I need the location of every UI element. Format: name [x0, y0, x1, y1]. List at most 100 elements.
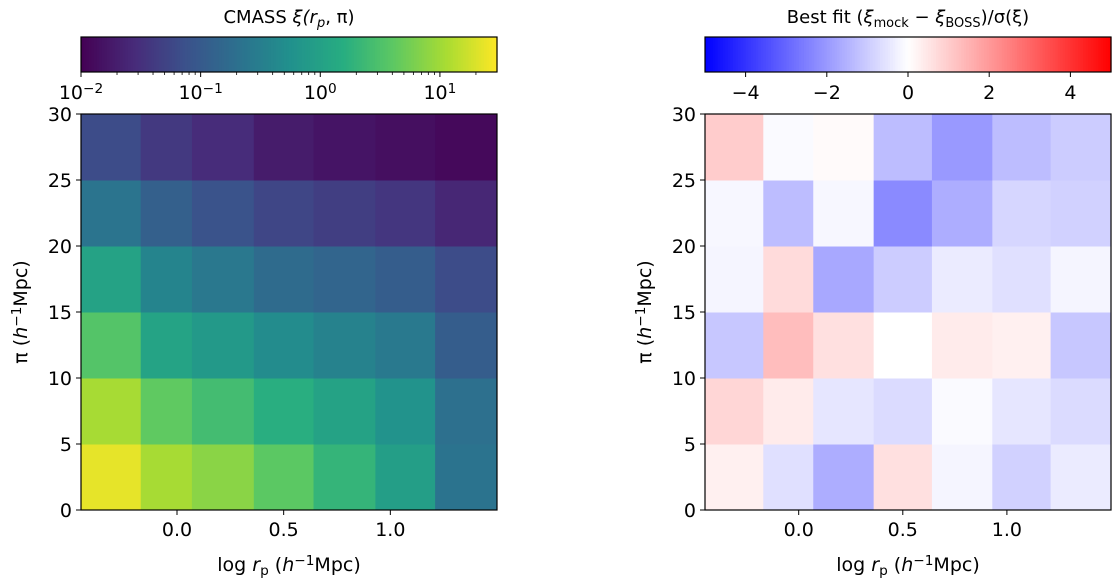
y-tick-label: 15 — [48, 302, 72, 324]
colorbar-segment — [317, 37, 321, 72]
heatmap-cell — [313, 114, 376, 181]
colorbar-segment — [114, 37, 118, 72]
colorbar-segment — [897, 37, 901, 72]
colorbar-segment — [348, 37, 352, 72]
colorbar-segment — [81, 37, 85, 72]
colorbar-segment — [1037, 37, 1041, 72]
colorbar-segment — [452, 37, 456, 72]
colorbar-segment — [748, 37, 752, 72]
y-tick-label: 5 — [684, 434, 696, 456]
colorbar-segment — [130, 37, 134, 72]
colorbar-segment — [380, 37, 384, 72]
colorbar-segment — [989, 37, 993, 72]
colorbar-segment — [768, 37, 772, 72]
colorbar-segment — [854, 37, 858, 72]
colorbar-segment — [411, 37, 415, 72]
colorbar-segment — [958, 37, 962, 72]
colorbar-segment — [367, 37, 371, 72]
colorbar-segment — [1100, 37, 1104, 72]
colorbar-segment — [1034, 37, 1039, 72]
colorbar-segment — [743, 37, 747, 72]
heatmap-cell — [1050, 444, 1112, 511]
heatmap-cell — [873, 312, 933, 379]
colorbar-segment — [356, 37, 360, 72]
colorbar-segment — [408, 37, 412, 72]
x-tick-label: 1.0 — [992, 519, 1022, 541]
colorbar-segment — [948, 37, 952, 72]
heatmap-cell — [313, 180, 376, 247]
heatmap-cell — [140, 246, 193, 313]
heatmap-cell — [191, 444, 255, 511]
colorbar-segment — [986, 37, 990, 72]
colorbar-segment — [390, 37, 394, 72]
y-axis-label: π (h−1Mpc) — [9, 260, 32, 363]
heatmap-cell — [140, 312, 193, 379]
heatmap-cell — [1050, 378, 1112, 445]
colorbar-segment — [816, 37, 820, 72]
colorbar-segment — [842, 37, 846, 72]
colorbar-segment — [439, 37, 443, 72]
colorbar-segment — [902, 37, 907, 72]
colorbar-tick-label: 2 — [983, 82, 995, 104]
colorbar-segment — [239, 37, 243, 72]
heatmap-cell — [813, 378, 875, 445]
heatmap-cell — [313, 246, 376, 313]
colorbar-segment — [330, 37, 334, 72]
chart-title: CMASS ξ(rp, π) — [223, 7, 354, 31]
heatmap-cell — [931, 246, 993, 313]
heatmap-cell — [813, 180, 875, 247]
colorbar-segment — [159, 37, 163, 72]
colorbar-segment — [291, 37, 295, 72]
colorbar-segment — [836, 37, 841, 72]
colorbar-segment — [211, 37, 215, 72]
colorbar-segment — [824, 37, 828, 72]
colorbar-segment — [244, 37, 248, 72]
colorbar-segment — [185, 37, 189, 72]
y-tick-label: 25 — [48, 170, 72, 192]
heatmap-cell — [81, 378, 142, 445]
heatmap-cell — [813, 114, 875, 181]
colorbar: −4 −2 0 2 4 — [704, 36, 1112, 104]
x-axis-label: log rp (h−1Mpc) — [836, 553, 979, 579]
colorbar-segment — [778, 37, 782, 72]
colorbar-segment — [849, 37, 853, 72]
colorbar-segment — [161, 37, 165, 72]
colorbar-segment — [270, 37, 274, 72]
colorbar-segment — [385, 37, 389, 72]
colorbar-segment — [745, 37, 749, 72]
heatmap-cell — [81, 180, 142, 247]
colorbar-segment — [910, 37, 914, 72]
colorbar-segment — [450, 37, 454, 72]
colorbar-segment — [1017, 37, 1021, 72]
colorbar-segment — [951, 37, 955, 72]
colorbar-segment — [763, 37, 767, 72]
colorbar-segment — [1014, 37, 1018, 72]
colorbar-segment — [335, 37, 339, 72]
colorbar-segment — [920, 37, 924, 72]
heatmap-cell — [375, 378, 436, 445]
heatmap-cell — [81, 444, 142, 511]
colorbar-segment — [361, 37, 365, 72]
colorbar-segment — [299, 37, 303, 72]
colorbar-tick-label: −2 — [813, 82, 841, 104]
colorbar-segment — [473, 37, 477, 72]
colorbar-segment — [956, 37, 960, 72]
x-tick-label: 0.0 — [162, 519, 192, 541]
colorbar-segment — [177, 37, 181, 72]
colorbar-segment — [1022, 37, 1026, 72]
x-tick-label: 1.0 — [375, 519, 405, 541]
heatmap-cell — [992, 114, 1052, 181]
heatmap-cell — [931, 378, 993, 445]
colorbar-segment — [1006, 37, 1011, 72]
heatmap-cell — [763, 246, 814, 313]
colorbar-segment — [821, 37, 825, 72]
heatmap-cell — [873, 246, 933, 313]
colorbar-segment — [281, 37, 285, 72]
colorbar-segment — [406, 37, 410, 72]
colorbar-segment — [809, 37, 813, 72]
heatmap-cell — [705, 246, 764, 313]
colorbar-segment — [484, 37, 488, 72]
colorbar-segment — [991, 37, 995, 72]
colorbar-segment — [393, 37, 397, 72]
